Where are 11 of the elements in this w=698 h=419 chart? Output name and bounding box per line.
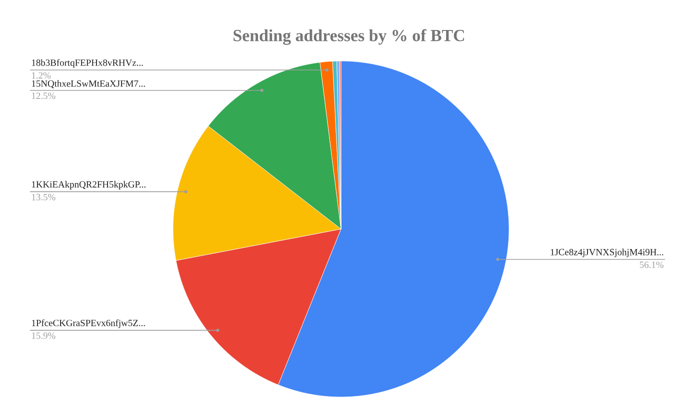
slice-label: 15NQthxeLSwMtEaXJFM7... [32, 80, 145, 88]
data-label: 15.9% [32, 332, 56, 339]
data-label: 56.1% [640, 262, 664, 268]
slice-label: 1PfceCKGraSPEvx6nfjw5Z... [32, 319, 145, 328]
data-label: 13.5% [32, 194, 56, 200]
data-label: 12.5% [32, 92, 56, 100]
slice-label: 1JCe8z4jJVNXSjohjM4i9H... [550, 248, 664, 258]
slice-label: 18b3BfortqFEPHx8vRHVz... [32, 59, 143, 68]
data-label: 1.2% [32, 72, 51, 79]
slice-label: 1KKiEAkpnQR2FH5kpkGP... [32, 180, 146, 190]
chart-title: Sending addresses by % of BTC [234, 29, 464, 45]
